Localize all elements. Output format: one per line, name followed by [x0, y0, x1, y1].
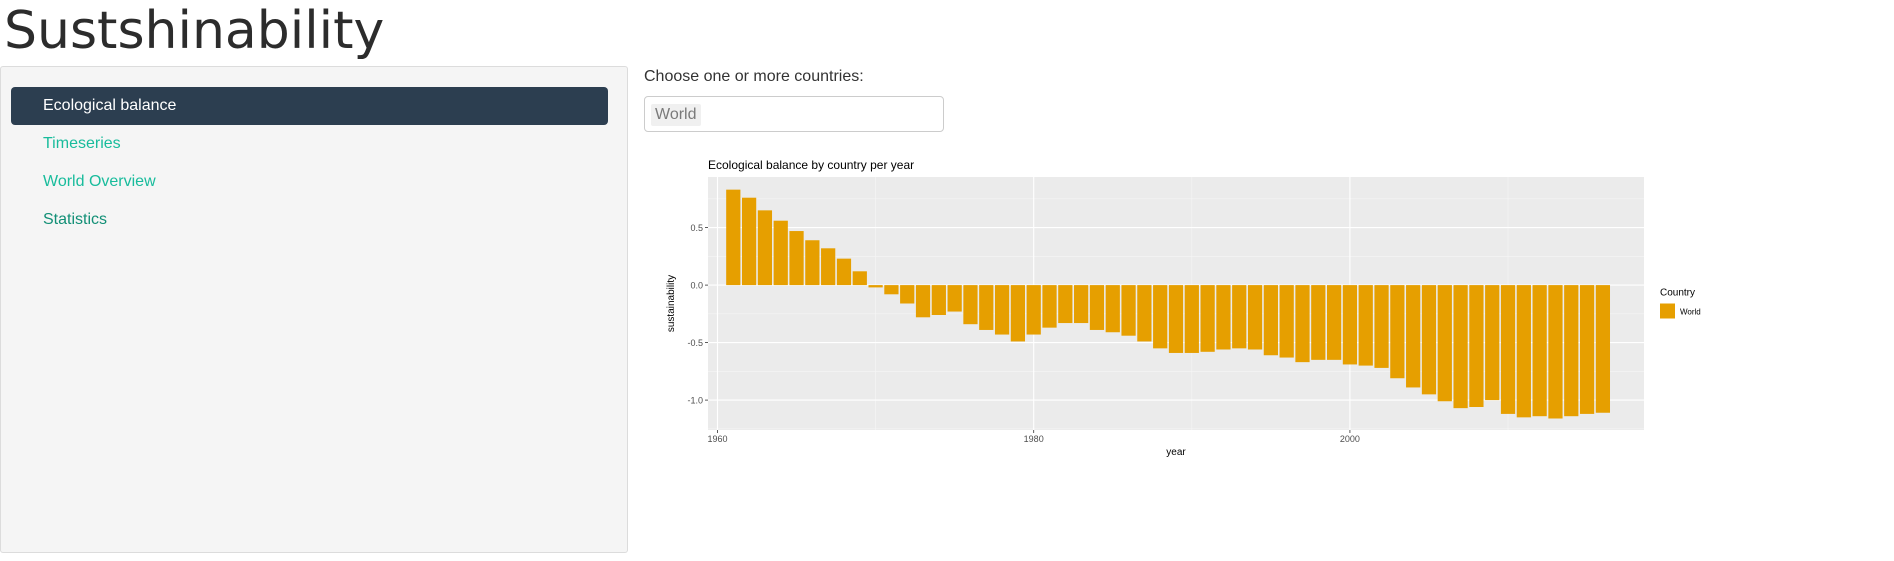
- bar: [836, 258, 852, 286]
- bar: [1579, 285, 1595, 414]
- sidebar-panel: Ecological balance Timeseries World Over…: [0, 66, 628, 553]
- bar: [900, 285, 915, 304]
- sidebar-item-ecological-balance[interactable]: Ecological balance: [11, 87, 608, 125]
- bar: [1184, 285, 1199, 353]
- bar: [1564, 285, 1579, 417]
- bar: [1200, 285, 1215, 352]
- country-select-input[interactable]: World: [644, 96, 944, 132]
- bar: [1342, 285, 1358, 365]
- country-select-label: Choose one or more countries:: [644, 68, 864, 85]
- bar: [757, 210, 773, 286]
- bar: [1485, 285, 1500, 401]
- bar: [1247, 285, 1263, 350]
- bar: [789, 231, 804, 286]
- bar: [1295, 285, 1310, 363]
- bar: [1168, 285, 1184, 353]
- bar: [931, 285, 946, 315]
- bar: [1074, 285, 1089, 324]
- bar: [1406, 285, 1421, 388]
- chart-container: 0.5 0.0 -0.5 -1.0 1960 1980 2000 Ecological bal…: [644, 150, 1894, 556]
- bar: [1042, 285, 1057, 328]
- bar: [1263, 285, 1278, 356]
- y-tick-label: -0.5: [687, 338, 703, 348]
- bar: [1437, 285, 1452, 402]
- bar: [1153, 285, 1168, 349]
- bar: [1548, 285, 1563, 419]
- x-tick-label: 2000: [1340, 434, 1360, 444]
- sidebar-item-world-overview[interactable]: World Overview: [43, 173, 156, 190]
- bar: [1137, 285, 1152, 342]
- selected-country-chip[interactable]: World: [651, 104, 701, 126]
- bar: [884, 285, 899, 295]
- bar: [1595, 285, 1611, 413]
- bar: [1326, 285, 1342, 360]
- bar: [1232, 285, 1247, 349]
- bar: [1374, 285, 1389, 368]
- bar: [1453, 285, 1468, 409]
- bar: [1421, 285, 1437, 395]
- sidebar-item-statistics[interactable]: Statistics: [43, 211, 108, 228]
- bar: [947, 285, 962, 312]
- sidebar-item-timeseries[interactable]: Timeseries: [43, 135, 121, 152]
- bar: [1516, 285, 1531, 418]
- x-axis-label: year: [1166, 447, 1186, 458]
- bar: [1358, 285, 1373, 366]
- legend-entry: World: [1680, 308, 1701, 317]
- y-tick-label: -1.0: [687, 396, 703, 406]
- chart-title: Ecological balance by country per year: [708, 158, 914, 172]
- bar: [1500, 285, 1516, 414]
- y-tick-label: 0.5: [690, 223, 703, 233]
- bar: [1390, 285, 1405, 379]
- bar: [1058, 285, 1073, 324]
- legend-title: Country: [1660, 288, 1695, 299]
- bar: [726, 189, 741, 286]
- bar: [1010, 285, 1026, 342]
- y-tick-label: 0.0: [690, 281, 703, 291]
- bar: [994, 285, 1010, 335]
- bar: [868, 285, 883, 288]
- bar: [915, 285, 931, 318]
- bar: [1279, 285, 1294, 358]
- x-tick-label: 1980: [1024, 434, 1044, 444]
- bar: [963, 285, 978, 325]
- bar: [1469, 285, 1484, 407]
- app-title: Sustshinability: [4, 1, 385, 61]
- sidebar-nav: Ecological balance Timeseries World Over…: [11, 87, 608, 239]
- bar: [1121, 285, 1136, 336]
- y-axis-label: sustainability: [666, 275, 677, 332]
- bar: [741, 197, 757, 286]
- bar: [1532, 285, 1547, 417]
- bar: [1089, 285, 1105, 330]
- ecological-balance-chart: 0.5 0.0 -0.5 -1.0 1960 1980 2000 Ecological bal…: [666, 158, 1701, 458]
- bar: [979, 285, 994, 330]
- bar: [1105, 285, 1120, 333]
- bar: [1026, 285, 1041, 335]
- legend-key: [1660, 303, 1675, 319]
- bar: [1311, 285, 1326, 360]
- bar: [805, 240, 820, 286]
- x-tick-label: 1960: [707, 434, 727, 444]
- bar: [773, 220, 788, 286]
- bar: [852, 271, 867, 286]
- bar: [821, 248, 836, 286]
- bar: [1216, 285, 1231, 350]
